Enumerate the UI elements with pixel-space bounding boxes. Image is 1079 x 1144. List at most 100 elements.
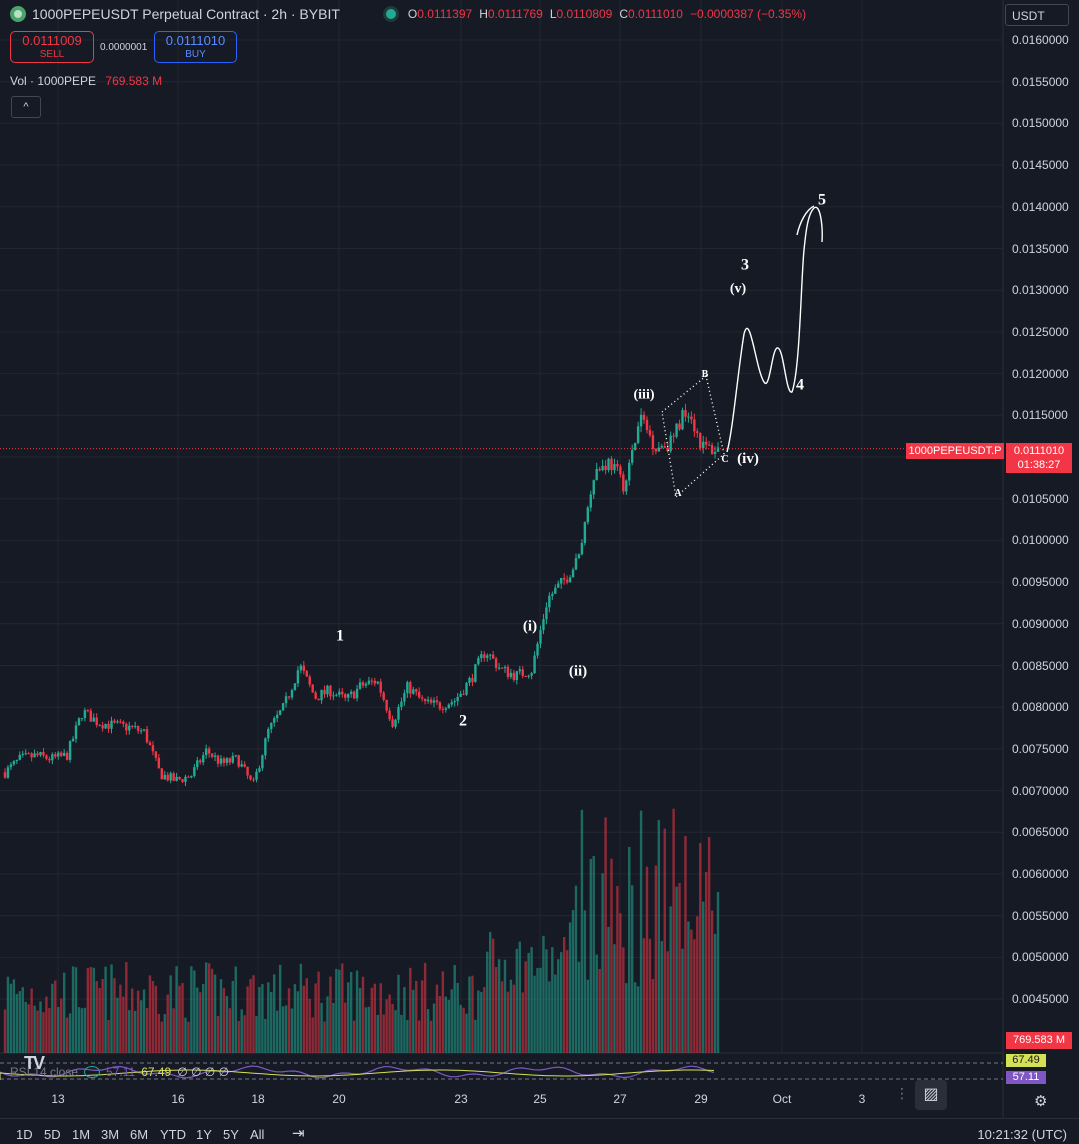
- volume-bar: [562, 937, 566, 1053]
- chevron-up-icon: ^: [23, 101, 29, 113]
- low-value: 0.0110809: [556, 7, 613, 21]
- candle-body: [113, 720, 116, 723]
- volume-bar: [660, 941, 663, 1053]
- candle-body: [415, 689, 418, 692]
- volume-bar: [441, 971, 445, 1053]
- time-tick-label: 16: [171, 1092, 185, 1106]
- candle-body: [27, 753, 30, 755]
- candle-body: [116, 721, 119, 723]
- candle-body: [222, 758, 226, 763]
- candle-body: [539, 630, 542, 644]
- range-button[interactable]: 1Y: [196, 1127, 212, 1142]
- candle-body: [453, 701, 456, 703]
- volume-bar: [684, 836, 687, 1053]
- calendar-goto-icon[interactable]: ⇥: [292, 1125, 305, 1142]
- volume-bar: [494, 967, 498, 1053]
- candle-body: [503, 666, 507, 669]
- volume-bar: [417, 1020, 421, 1053]
- volume-bar: [36, 1010, 39, 1053]
- buy-button[interactable]: 0.0111010 BUY: [154, 31, 237, 63]
- price-tick-label: 0.0130000: [1012, 283, 1069, 298]
- range-button[interactable]: 1D: [16, 1127, 33, 1142]
- candle-body: [625, 480, 628, 492]
- range-button[interactable]: YTD: [160, 1127, 186, 1142]
- range-button[interactable]: 1M: [72, 1127, 91, 1142]
- volume-bar: [468, 976, 471, 1053]
- candle-body: [21, 753, 24, 755]
- rsi-legend[interactable]: RSI 14 close 57.11 67.49 ∅ ∅ ∅ ∅: [10, 1065, 229, 1079]
- candle-body: [80, 718, 84, 720]
- price-tick-label: 0.0090000: [1012, 616, 1069, 631]
- candle-body: [619, 466, 622, 475]
- volume-bar: [687, 921, 690, 1053]
- wave-label: B: [702, 369, 709, 380]
- price-tick-label: 0.0060000: [1012, 867, 1069, 881]
- candle-body: [329, 685, 332, 697]
- candle-body: [346, 693, 350, 698]
- sell-button[interactable]: 0.0111009 SELL: [10, 31, 94, 63]
- volume-bar: [249, 978, 252, 1053]
- candle-body: [74, 725, 78, 739]
- candle-body: [228, 758, 232, 763]
- candle-body: [199, 760, 202, 763]
- volume-bar: [110, 964, 113, 1053]
- candle-body: [645, 419, 649, 431]
- price-tick-label: 0.0115000: [1012, 408, 1068, 423]
- candle-body: [258, 768, 261, 772]
- volume-bar: [690, 929, 693, 1053]
- projection-curve-tip: [796, 205, 815, 236]
- candle-body: [166, 774, 169, 781]
- range-button[interactable]: 6M: [130, 1127, 149, 1142]
- range-button[interactable]: All: [250, 1127, 265, 1142]
- candle-body: [684, 410, 687, 417]
- eye-icon[interactable]: [84, 1066, 101, 1078]
- volume-bar: [163, 1014, 166, 1053]
- candle-body: [426, 699, 430, 702]
- gear-icon[interactable]: ⚙: [1034, 1093, 1048, 1110]
- candle-body: [249, 775, 252, 780]
- range-button[interactable]: 5D: [44, 1127, 61, 1142]
- volume-bar: [412, 989, 415, 1053]
- candle-body: [391, 719, 394, 727]
- candle-body: [57, 752, 60, 757]
- volume-bar: [542, 935, 545, 1053]
- currency-select[interactable]: USDT: [1005, 4, 1069, 26]
- volume-bar: [308, 998, 311, 1053]
- volume-bar: [237, 1020, 240, 1053]
- candle-body: [255, 771, 258, 780]
- rsi-ma-value: 67.49: [141, 1065, 172, 1079]
- volume-legend[interactable]: Vol · 1000PEPE 769.583 M: [10, 74, 162, 88]
- volume-bar: [12, 979, 16, 1053]
- volume-bar: [625, 983, 628, 1053]
- image-icon[interactable]: ▨: [915, 1080, 947, 1110]
- candle-body: [713, 451, 717, 454]
- candle-body: [163, 774, 166, 780]
- range-button[interactable]: 5Y: [223, 1127, 239, 1142]
- candle-body: [323, 689, 326, 695]
- candle-body: [474, 664, 477, 682]
- symbol-title[interactable]: 1000PEPEUSDT Perpetual Contract · 2h · B…: [32, 6, 340, 22]
- volume-bar: [657, 820, 661, 1053]
- wave-label: 3: [741, 256, 749, 273]
- volume-bar: [654, 865, 658, 1053]
- high-key: H: [479, 7, 488, 21]
- volume-bar: [30, 988, 33, 1053]
- candle-body: [589, 494, 592, 508]
- candle-body: [636, 426, 640, 443]
- candle-body: [349, 691, 353, 694]
- change-value: −0.0000387 (−0.35%): [689, 7, 807, 21]
- candle-body: [213, 755, 217, 757]
- rsi-line: [0, 1065, 715, 1079]
- candle-body: [68, 741, 72, 760]
- tradingview-logo-icon[interactable]: TV: [24, 1053, 45, 1073]
- candle-body: [477, 658, 480, 665]
- volume-bar: [447, 999, 450, 1053]
- range-button[interactable]: 3M: [101, 1127, 120, 1142]
- rsi-value-tag: 57.11: [1006, 1071, 1046, 1084]
- collapse-legend-button[interactable]: ^: [11, 96, 41, 118]
- volume-bar: [707, 837, 711, 1053]
- volume-bar: [169, 975, 172, 1053]
- volume-bar: [136, 990, 140, 1053]
- utc-clock[interactable]: 10:21:32 (UTC): [977, 1127, 1067, 1142]
